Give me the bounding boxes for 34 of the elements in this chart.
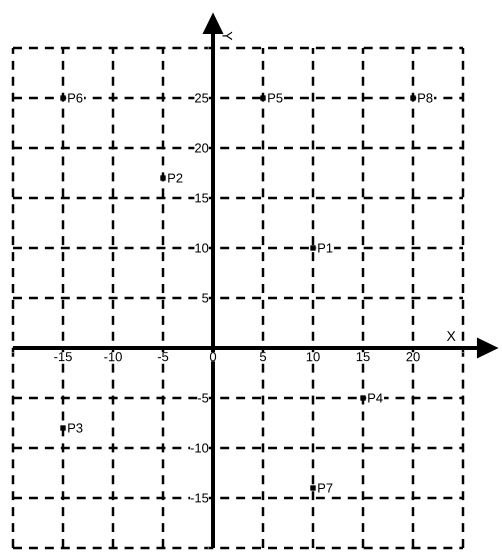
x-axis-title: X bbox=[446, 331, 456, 341]
annotation: P3 bbox=[68, 423, 82, 433]
y-tick-label: 15 bbox=[195, 193, 208, 203]
y-tick-label: -10 bbox=[190, 443, 208, 453]
annotation: P5 bbox=[268, 93, 282, 103]
annotation: P7 bbox=[318, 484, 332, 492]
point bbox=[160, 175, 166, 181]
y-tick-label: -5 bbox=[198, 393, 208, 403]
y-tick-label: 25 bbox=[195, 93, 208, 103]
x-tick-label: 20 bbox=[406, 352, 420, 362]
annotation: P2 bbox=[168, 173, 182, 183]
x-tick-label: 15 bbox=[356, 352, 370, 362]
y-tick-label: 20 bbox=[195, 143, 208, 153]
point bbox=[410, 95, 416, 101]
annotation: P1 bbox=[318, 244, 332, 252]
y-tick-label: 10 bbox=[195, 243, 208, 253]
y-tick-label: 5 bbox=[202, 293, 208, 303]
x-tick-label: -15 bbox=[54, 352, 72, 362]
point bbox=[310, 485, 316, 491]
x-tick-label: 5 bbox=[260, 352, 266, 362]
point bbox=[310, 245, 316, 251]
x-tick-label: 0 bbox=[210, 352, 216, 362]
point bbox=[360, 395, 366, 401]
x-tick-label: -10 bbox=[104, 352, 122, 362]
point bbox=[60, 425, 66, 431]
annotation: P4 bbox=[368, 394, 383, 402]
y-axis-title: Y bbox=[222, 32, 232, 40]
x-tick-label: -5 bbox=[158, 352, 168, 362]
point bbox=[60, 95, 66, 101]
x-tick-label: 10 bbox=[306, 352, 320, 362]
annotation: P8 bbox=[418, 93, 432, 103]
point bbox=[260, 95, 266, 101]
annotation: P6 bbox=[68, 93, 82, 103]
y-tick-label: -15 bbox=[190, 493, 208, 503]
